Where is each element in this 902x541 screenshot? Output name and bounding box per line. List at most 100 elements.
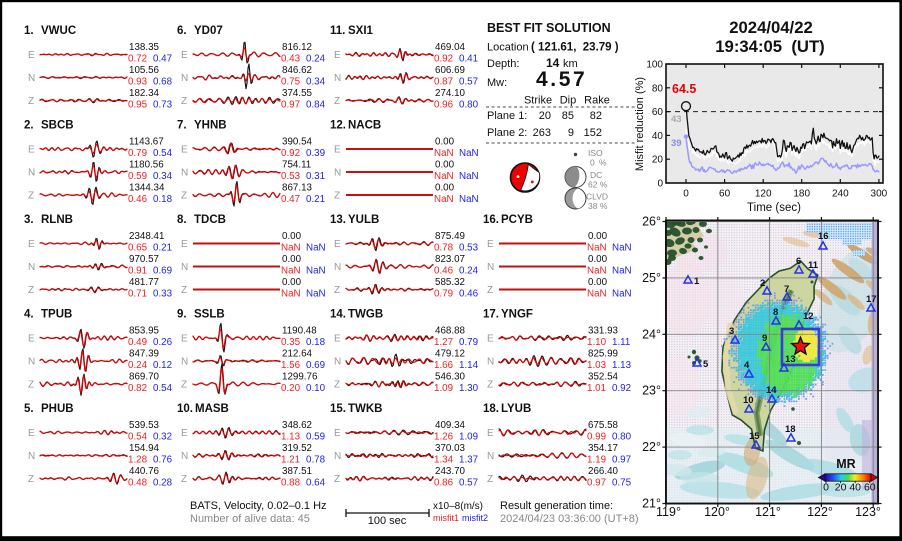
svg-text:N: N — [334, 451, 341, 462]
svg-text:0.28: 0.28 — [153, 477, 173, 488]
svg-text:300: 300 — [871, 189, 888, 200]
svg-text:1.: 1. — [24, 25, 34, 37]
svg-text:10.: 10. — [177, 403, 193, 415]
svg-text:82: 82 — [590, 110, 602, 122]
svg-text:4: 4 — [744, 360, 750, 371]
svg-text:NaN: NaN — [612, 288, 632, 299]
svg-text:1.11: 1.11 — [612, 337, 630, 348]
svg-text:3: 3 — [729, 326, 734, 337]
svg-text:NaN: NaN — [281, 265, 301, 276]
svg-text:14.: 14. — [330, 309, 346, 321]
svg-text:13.: 13. — [330, 214, 346, 226]
svg-text:NaN: NaN — [306, 265, 326, 276]
svg-text:N: N — [334, 168, 341, 179]
svg-text:319.52: 319.52 — [282, 443, 312, 454]
svg-text:Plane 2:: Plane 2: — [487, 127, 527, 139]
svg-text:20: 20 — [539, 110, 551, 122]
svg-text:NaN: NaN — [434, 148, 454, 159]
svg-text:0.18: 0.18 — [306, 337, 326, 348]
svg-text:387.51: 387.51 — [282, 466, 312, 477]
svg-text:0.97: 0.97 — [612, 454, 631, 465]
svg-text:374.55: 374.55 — [282, 88, 313, 99]
svg-text:SXI1: SXI1 — [348, 25, 374, 37]
svg-text:YHNB: YHNB — [194, 120, 227, 132]
svg-text:0.34: 0.34 — [306, 76, 326, 87]
svg-text:38 %: 38 % — [588, 201, 608, 211]
svg-text:154.94: 154.94 — [129, 443, 160, 454]
svg-text:4.: 4. — [24, 309, 34, 321]
svg-text:N: N — [487, 262, 494, 273]
svg-text:18.: 18. — [483, 403, 499, 415]
svg-text:N: N — [334, 262, 341, 273]
svg-text:2: 2 — [760, 278, 765, 289]
svg-text:0.78: 0.78 — [306, 454, 326, 465]
svg-text:13: 13 — [785, 354, 796, 365]
svg-text:N: N — [181, 73, 188, 84]
svg-text:km: km — [563, 58, 578, 70]
svg-text:E: E — [487, 239, 494, 250]
svg-text:274.10: 274.10 — [435, 88, 466, 99]
svg-text:1.30: 1.30 — [459, 383, 479, 394]
svg-text:354.17: 354.17 — [588, 443, 618, 454]
svg-text:180: 180 — [793, 189, 810, 200]
svg-text:NaN: NaN — [281, 242, 301, 253]
svg-text:0.53: 0.53 — [459, 242, 479, 253]
svg-text:212.64: 212.64 — [282, 349, 313, 360]
svg-text:3.: 3. — [24, 214, 34, 226]
svg-text:15: 15 — [749, 431, 760, 442]
svg-text:80: 80 — [652, 83, 664, 94]
svg-text:240: 240 — [832, 189, 849, 200]
svg-text:E: E — [181, 145, 188, 156]
svg-text:331.93: 331.93 — [588, 326, 619, 337]
svg-text:Z: Z — [28, 380, 34, 391]
svg-text:0: 0 — [683, 189, 689, 200]
svg-text:( 121.61, 23.79 ): ( 121.61, 23.79 ) — [531, 42, 619, 54]
svg-text:E: E — [334, 145, 341, 156]
svg-text:E: E — [28, 50, 35, 61]
svg-text:PHUB: PHUB — [41, 403, 74, 415]
svg-text:0.59: 0.59 — [306, 431, 325, 442]
svg-text:469.04: 469.04 — [435, 42, 466, 53]
svg-text:NaN: NaN — [587, 288, 607, 299]
svg-text:ISO: ISO — [588, 148, 603, 158]
svg-text:0.47: 0.47 — [153, 53, 172, 64]
svg-text:823.07: 823.07 — [435, 254, 465, 265]
svg-text:1.13: 1.13 — [281, 431, 301, 442]
svg-text:MR: MR — [836, 457, 855, 471]
svg-text:0.47: 0.47 — [281, 194, 300, 205]
svg-text:1.34: 1.34 — [434, 454, 454, 465]
svg-text:0.84: 0.84 — [306, 99, 326, 110]
svg-text:E: E — [181, 239, 188, 250]
svg-text:9.: 9. — [177, 309, 187, 321]
svg-text:0.00: 0.00 — [282, 254, 302, 265]
svg-text:440.76: 440.76 — [129, 466, 160, 477]
svg-text:122°: 122° — [807, 505, 833, 519]
svg-text:NaN: NaN — [306, 288, 326, 299]
svg-text:0.54: 0.54 — [128, 431, 148, 442]
svg-text:0.69: 0.69 — [153, 265, 172, 276]
svg-text:NaN: NaN — [612, 242, 632, 253]
svg-text:0.46: 0.46 — [434, 265, 454, 276]
svg-text:970.57: 970.57 — [129, 254, 159, 265]
svg-text:20: 20 — [835, 482, 847, 494]
svg-text:0.80: 0.80 — [459, 99, 479, 110]
svg-text:138.35: 138.35 — [129, 42, 160, 53]
svg-text:1.01: 1.01 — [587, 383, 606, 394]
svg-text:MASB: MASB — [195, 403, 229, 415]
svg-text:0: 0 — [590, 158, 595, 168]
svg-text:1.66: 1.66 — [434, 360, 454, 371]
svg-text:0.39: 0.39 — [306, 148, 325, 159]
svg-text:1.27: 1.27 — [434, 337, 453, 348]
svg-text:243.70: 243.70 — [435, 466, 466, 477]
svg-text:0.00: 0.00 — [435, 137, 455, 148]
svg-text:1.03: 1.03 — [587, 360, 607, 371]
svg-text:7: 7 — [784, 284, 789, 295]
svg-text:0.76: 0.76 — [153, 454, 173, 465]
svg-text:0.53: 0.53 — [281, 171, 301, 182]
svg-text:YD07: YD07 — [194, 25, 223, 37]
svg-text:Z: Z — [181, 191, 187, 202]
svg-text:SBCB: SBCB — [41, 120, 74, 132]
svg-text:0.87: 0.87 — [434, 76, 453, 87]
svg-text:25°: 25° — [642, 271, 661, 285]
svg-text:Z: Z — [28, 191, 34, 202]
